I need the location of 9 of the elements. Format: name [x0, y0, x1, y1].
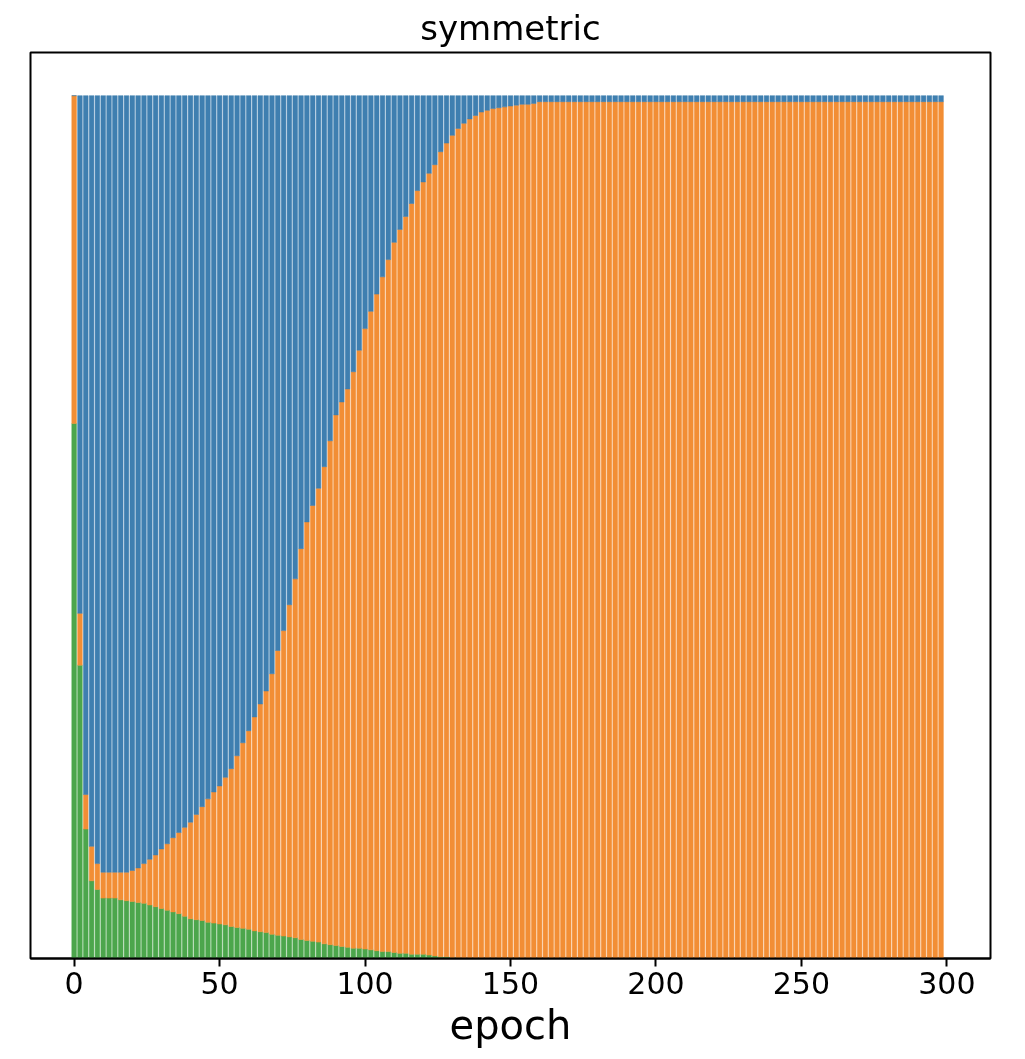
x-axis-title: epoch — [449, 1001, 572, 1048]
x-tick-label: 150 — [481, 965, 540, 1001]
x-tick-label: 300 — [918, 965, 976, 1001]
x-tick-label: 0 — [64, 965, 84, 1001]
x-tick-label: 50 — [200, 965, 239, 1001]
x-tick-label: 100 — [336, 965, 394, 1001]
x-tick-label: 250 — [772, 965, 831, 1001]
chart-title: symmetric — [420, 7, 601, 48]
x-tick-label: 200 — [627, 965, 685, 1001]
